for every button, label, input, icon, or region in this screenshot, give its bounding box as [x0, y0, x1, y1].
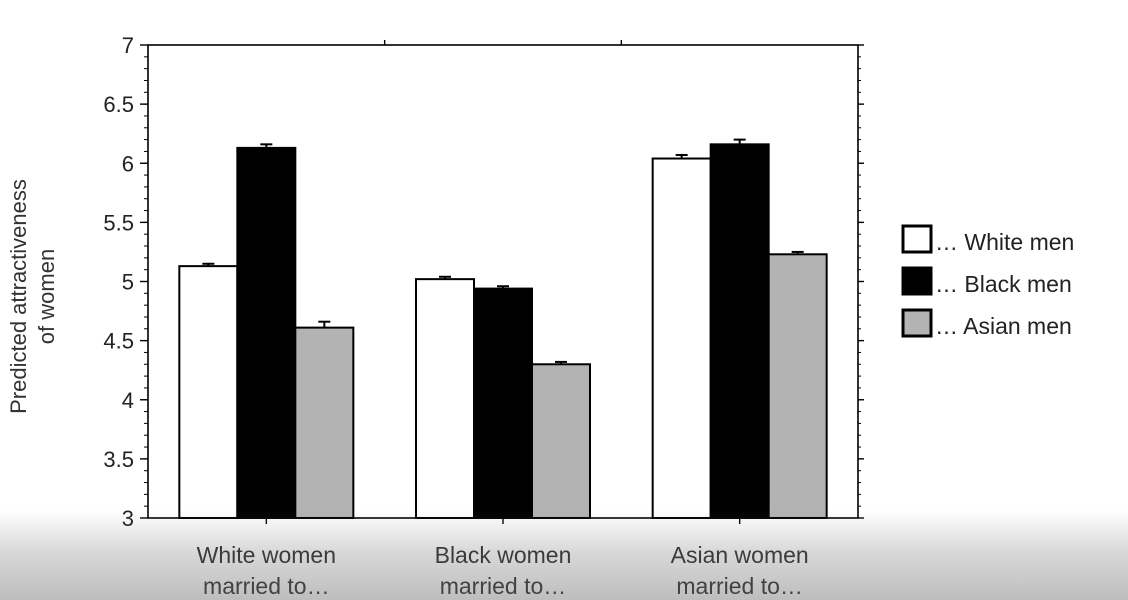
x-category-label-line: Asian women — [671, 542, 809, 568]
legend-swatch-black-men — [901, 266, 933, 296]
x-category-label: White women married to… — [197, 542, 336, 599]
y-tick-label: 4 — [122, 388, 134, 413]
bar-white-men — [178, 265, 239, 519]
x-category-label-line: White women — [197, 542, 336, 568]
x-category-label: Asian women married to… — [671, 542, 809, 599]
x-category-label-line: married to… — [676, 573, 803, 599]
legend-label: … Asian men — [935, 313, 1072, 339]
x-category-label-line: Black women — [435, 542, 572, 568]
y-tick-label: 5 — [122, 270, 134, 295]
legend-swatch-white-men — [901, 224, 933, 254]
y-tick-label: 3.5 — [103, 447, 134, 472]
bar-asian-men — [531, 363, 591, 519]
x-category-label: Black women married to… — [435, 542, 572, 599]
y-tick-label: 7 — [122, 33, 134, 58]
y-tick-label: 6 — [122, 151, 134, 176]
legend-label: … White men — [935, 229, 1074, 255]
bar-white-men — [415, 278, 475, 520]
bar-black-men — [709, 143, 770, 520]
y-tick-label: 6.5 — [103, 92, 134, 117]
y-tick-label: 4.5 — [103, 329, 134, 354]
y-axis-label-line: of women — [34, 249, 59, 344]
x-category-label-line: married to… — [440, 573, 567, 599]
bar-black-men — [473, 287, 533, 519]
y-axis-label-line: Predicted attractiveness — [6, 179, 31, 414]
legend-label: … Black men — [935, 271, 1072, 297]
y-tick-label: 3 — [122, 506, 134, 531]
bar-asian-men — [767, 253, 828, 520]
x-category-label-line: married to… — [203, 573, 330, 599]
bar-white-men — [651, 157, 712, 520]
legend-swatch-asian-men — [901, 308, 933, 338]
bar-asian-men — [294, 326, 355, 519]
y-tick-label: 5.5 — [103, 210, 134, 235]
y-axis-label: Predicted attractiveness of women — [6, 179, 59, 414]
bar-black-men — [236, 146, 297, 519]
